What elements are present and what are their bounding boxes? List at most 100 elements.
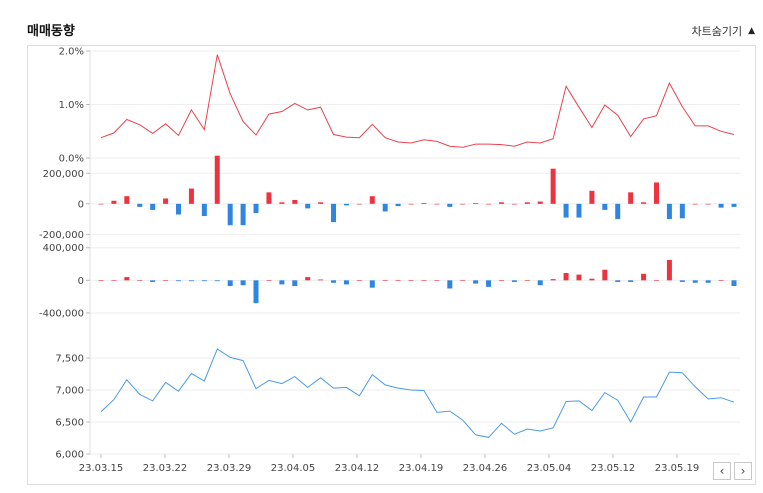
next-button[interactable]: › [734,462,752,480]
bar [653,280,659,281]
bar [434,280,440,281]
x-tick-label: 23.05.04 [527,463,572,474]
bar [124,196,130,204]
bar [524,202,530,204]
bar [460,203,466,205]
x-tick-label: 23.03.29 [207,463,252,474]
y-tick-label: 7,000 [55,386,84,397]
bar [537,280,543,286]
bar [602,203,608,210]
bar [343,203,349,206]
bar [705,203,711,205]
bar [576,274,582,281]
bar [641,202,647,204]
trading-trend-chart: 0.0% 1.0% 2.0% -200,000 0 200,000 -400,000 0 400… [39,47,740,474]
bar [292,280,298,287]
bar [615,280,621,282]
bar [188,280,194,282]
bar [421,280,427,281]
y-tick-label: 200,000 [43,169,84,180]
x-tick-label: 23.03.15 [79,463,124,474]
bar [589,190,595,204]
bar [163,198,169,204]
bar [356,280,362,281]
bar [111,200,117,204]
bar [666,203,672,220]
bar [305,277,311,281]
bar [369,196,375,204]
bar [395,280,401,281]
bar [331,203,337,223]
bar [201,280,207,282]
y-tick-label: 6,500 [55,418,84,429]
bar [731,203,737,207]
bar [253,280,259,304]
bar [473,203,479,204]
bar [395,203,401,207]
bar [434,203,440,205]
prev-button[interactable]: ‹ [713,462,731,480]
bar [176,203,182,215]
bar [382,203,388,212]
bar [227,203,233,226]
y-tick-label: 1.0% [59,100,84,111]
bar [486,280,492,287]
section-title: 매매동향 [27,24,75,39]
y-tick-label: 400,000 [43,243,84,254]
bar [408,280,414,281]
bar [150,280,156,282]
bar [589,278,595,281]
bar [266,280,272,281]
bar [563,272,569,281]
bar [111,280,117,281]
x-tick-label: 23.04.12 [335,463,380,474]
bar [679,203,685,219]
bar [576,203,582,218]
bar [550,168,556,204]
bar [679,280,685,282]
bar [240,203,246,226]
bar [641,273,647,281]
y-tick-label: 6,000 [55,450,84,461]
x-tick-label: 23.05.19 [655,463,700,474]
bar [731,280,737,287]
bar [537,201,543,204]
bar [447,280,453,289]
y-tick-label: 2.0% [59,47,84,58]
bar [447,203,453,207]
bar [550,279,556,281]
caret-up-icon: ▲ [748,26,755,36]
bar [279,202,285,204]
bar [628,280,634,282]
chevron-right-icon: › [740,464,746,478]
bar [356,203,362,205]
x-tick-label: 23.05.12 [591,463,636,474]
hide-chart-label: 차트숨기기 [691,25,743,38]
hide-chart-button[interactable]: 차트숨기기 ▲ [691,23,755,39]
bar [176,280,182,282]
y-tick-label: -200,000 [39,230,84,241]
bar [214,155,220,204]
bar [563,203,569,218]
bar [305,203,311,209]
bar [511,280,517,282]
bar [98,280,104,281]
y-tick-label: 7,500 [55,354,84,365]
bar [227,280,233,287]
bar [615,203,621,220]
bar [369,280,375,288]
bar [201,203,207,217]
bar [137,280,143,281]
bar [318,279,324,281]
bar [253,203,259,213]
bar [408,203,414,205]
bar [718,280,724,281]
price-line [100,348,735,438]
bar [460,280,466,281]
y-tick-label: -400,000 [39,308,84,319]
bar [382,280,388,281]
bar [421,203,427,204]
x-tick-label: 23.03.22 [143,463,188,474]
bar [628,192,634,204]
y-tick-label: 0.0% [59,154,84,165]
